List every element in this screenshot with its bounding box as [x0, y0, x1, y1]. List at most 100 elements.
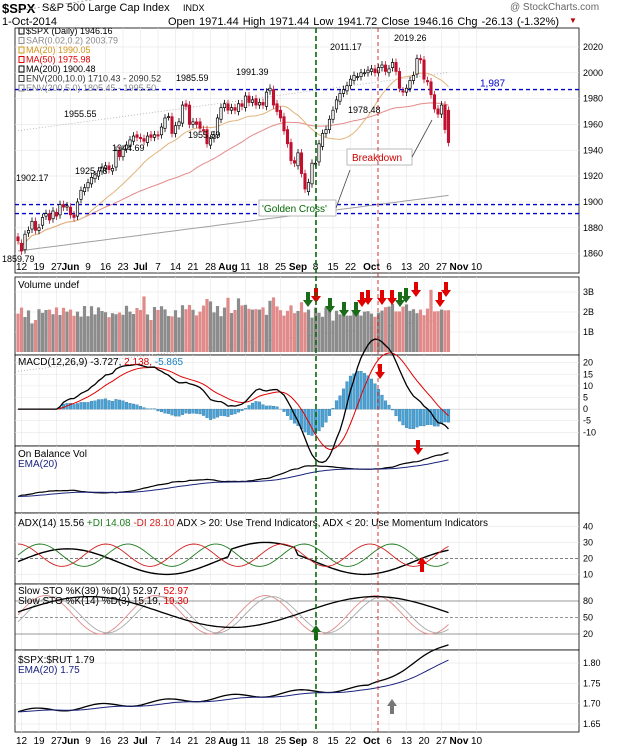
candle-body [429, 81, 433, 96]
volume-bar [54, 307, 59, 352]
volume-green-arrow-icon [351, 302, 361, 317]
volume-bar [415, 313, 419, 352]
macd-histogram-bar [415, 408, 419, 428]
candle-body [117, 149, 122, 158]
volume-bar [362, 311, 367, 352]
candle-body [208, 138, 213, 146]
macd-histogram-bar [355, 371, 360, 410]
candle-body [205, 129, 209, 145]
ratio-tick-label: 1.80 [583, 658, 601, 668]
macd-histogram-bar [401, 408, 405, 426]
candle-body [142, 138, 146, 142]
candle-body [138, 137, 143, 139]
exchange-label: INDX [183, 3, 205, 13]
macd-tick-label: 15 [583, 369, 593, 379]
volume-bar [177, 317, 181, 352]
macd-histogram-bar [75, 403, 80, 410]
price-legend-item: MA(20) 1990.05 [26, 45, 91, 55]
candle-body [240, 103, 244, 107]
volume-bar [271, 297, 276, 352]
volume-bar [408, 310, 412, 352]
candle-body [373, 68, 377, 74]
volume-bar [170, 316, 174, 352]
volume-bar [320, 316, 325, 352]
macd-histogram-bar [142, 407, 146, 410]
macd-histogram-bar [135, 404, 139, 410]
candle-body [348, 78, 353, 87]
panel-frame-adx [14, 512, 580, 585]
macd-histogram-bar [222, 408, 227, 417]
candle-body [247, 95, 251, 103]
macd-label-part: 2.138, [121, 357, 152, 368]
volume-green-arrow-icon [339, 302, 349, 317]
candle-body [229, 107, 234, 111]
macd-histogram-bar [100, 399, 104, 410]
macd-histogram-bar [159, 408, 164, 413]
macd-histogram-bar [275, 406, 279, 410]
x-axis-label: 10 [471, 262, 483, 273]
volume-bar [310, 317, 314, 352]
x-axis-label-bottom: 6 [386, 736, 392, 747]
candle-body [387, 68, 391, 74]
candle-body [180, 104, 185, 124]
candle-body [33, 220, 38, 231]
price-tick-label: 1880 [583, 223, 603, 233]
macd-histogram-bar [341, 388, 346, 410]
volume-bar [418, 309, 423, 352]
sto-label-2-value: 19.30 [163, 596, 188, 607]
candle-body [79, 189, 83, 200]
volume-bar [163, 309, 167, 352]
volume-bar [100, 311, 104, 352]
volume-bar [33, 320, 38, 352]
volume-bar [306, 309, 311, 352]
macd-label: MACD(12,26,9) -3.727, 2.138, -5.865 [18, 357, 184, 368]
candle-body [23, 233, 27, 251]
macd-histogram-bar [243, 408, 248, 410]
candle-body [37, 227, 41, 231]
price-label: 1985.59 [176, 73, 209, 83]
adx-tick-label: 10 [583, 569, 593, 579]
x-axis-label-bottom: 22 [345, 736, 357, 747]
volume-bar [166, 316, 171, 352]
candle-body [163, 117, 167, 129]
candle-body [96, 170, 101, 177]
breakdown-label: Breakdown [352, 153, 402, 164]
price-label: 1944.69 [112, 143, 145, 153]
volume-bar [348, 315, 353, 352]
volume-bar [124, 305, 129, 352]
legend-swatch [18, 75, 25, 82]
macd-histogram-bar [177, 408, 181, 417]
macd-histogram-bar [387, 404, 391, 410]
candle-body [320, 133, 325, 147]
sto-tick-label: 50 [583, 613, 593, 623]
macd-histogram-bar [82, 402, 87, 410]
candle-body [404, 87, 409, 93]
volume-bar [191, 309, 195, 352]
x-axis-label: 9 [85, 262, 91, 273]
candle-body [54, 211, 59, 217]
volume-bar [355, 313, 360, 352]
volume-bar [429, 289, 433, 352]
candle-body [40, 217, 45, 226]
candle-body [30, 220, 34, 230]
candle-body [250, 99, 255, 103]
x-axis-label: 7 [155, 262, 161, 273]
x-axis-label: 25 [275, 262, 287, 273]
legend-swatch [18, 37, 25, 44]
dropdown-arrow-icon[interactable]: ▼ [569, 16, 577, 25]
volume-green-arrow-icon [401, 288, 411, 303]
candle-body [61, 204, 66, 208]
volume-bar [292, 313, 297, 352]
macd-histogram-bar [271, 406, 276, 410]
candle-body [289, 142, 293, 161]
x-axis-label-bottom: 10 [471, 736, 483, 747]
adx-tick-label: 40 [583, 521, 593, 531]
volume-bar [282, 315, 286, 352]
volume-bar [37, 309, 41, 352]
volume-bar [215, 306, 220, 352]
candle-body [44, 213, 48, 217]
ratio-tick-label: 1.75 [583, 678, 601, 688]
volume-bar [443, 310, 447, 352]
candle-body [331, 109, 335, 120]
ratio-ema-line [17, 659, 449, 713]
